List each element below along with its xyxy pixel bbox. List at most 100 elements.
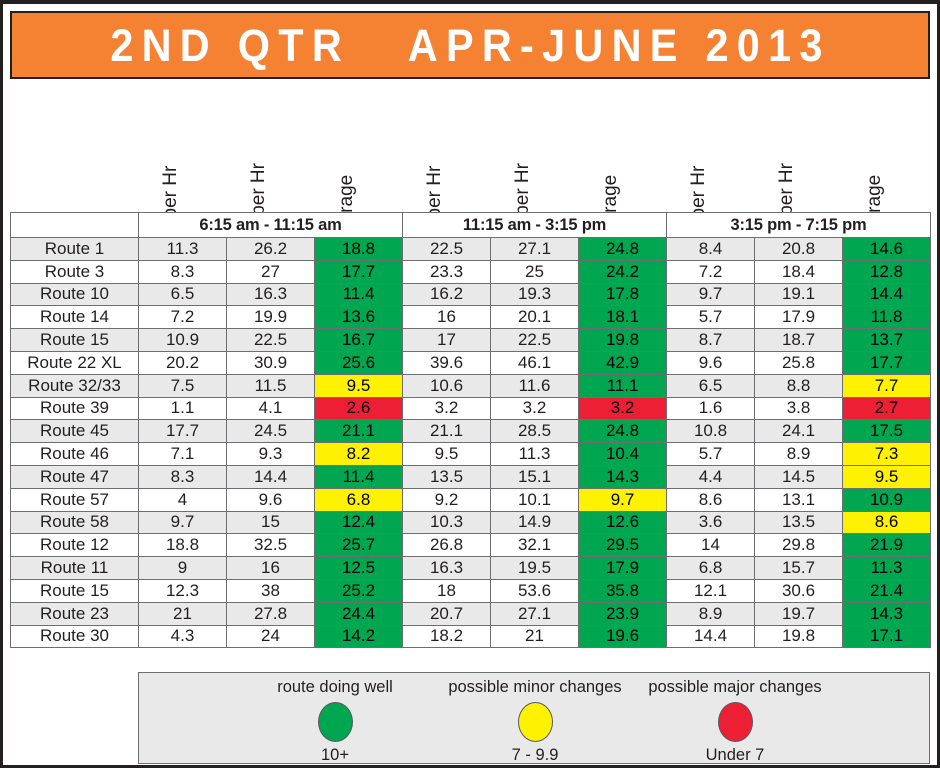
min-cell-band-3: 7.2: [666, 259, 756, 284]
average-cell-band-1: 16.7: [314, 328, 403, 352]
min-cell-band-3: 8.7: [666, 328, 756, 352]
table-row: Route 14 7.2 19.9 13.6 16 20.1 18.1 5.7 17.9 11.8: [10, 305, 932, 330]
average-cell-band-3: 17.7: [842, 350, 932, 375]
min-cell-band-1: 9.7: [138, 510, 227, 535]
average-cell-band-3: 17.5: [842, 419, 932, 444]
max-cell-band-3: 13.1: [754, 487, 844, 512]
table-row: Route 58 9.7 15 12.4 10.3 14.9 12.6 3.6 13.5 8.6: [10, 510, 932, 535]
vertical-header-min-2: Min per Hr: [402, 84, 490, 255]
max-cell-band-2: 25: [490, 259, 579, 284]
legend-title: route doing well: [277, 678, 393, 696]
min-cell-band-1: 20.2: [138, 350, 227, 375]
average-cell-band-1: 25.6: [314, 350, 403, 375]
average-cell-band-2: 9.7: [577, 487, 668, 512]
min-cell-band-3: 10.8: [666, 419, 756, 444]
average-cell-band-3: 17.1: [842, 624, 932, 649]
vertical-header-max-3: Max per Hr: [754, 84, 842, 257]
max-cell-band-2: 11.6: [490, 373, 579, 398]
min-cell-band-1: 4: [138, 487, 227, 512]
max-cell-band-3: 19.8: [754, 624, 844, 649]
route-name-cell: Route 10: [10, 282, 139, 307]
max-cell-band-2: 15.1: [490, 464, 579, 489]
legend-range: Under 7: [705, 746, 765, 764]
title-banner: 2ND QTR APR-JUNE 2013: [10, 11, 930, 79]
average-cell-band-3: 8.6: [842, 510, 932, 535]
max-cell-band-1: 9.3: [226, 442, 315, 466]
min-cell-band-3: 9.7: [666, 282, 756, 307]
legend-item-yellow: possible minor changes 7 - 9.9: [435, 673, 635, 765]
route-name-cell: Route 47: [10, 464, 139, 489]
vertical-header-average-3: Average: [842, 84, 930, 245]
max-cell-band-2: 10.1: [490, 487, 579, 512]
average-cell-band-3: 13.7: [842, 328, 932, 352]
average-cell-band-3: 12.8: [842, 259, 932, 284]
min-cell-band-2: 22.5: [402, 237, 491, 261]
average-cell-band-3: 9.5: [842, 464, 932, 489]
min-cell-band-2: 13.5: [402, 464, 491, 489]
average-cell-band-2: 14.3: [577, 464, 668, 489]
vertical-header-average-1: Average: [314, 84, 402, 245]
average-cell-band-1: 8.2: [314, 442, 403, 466]
min-cell-band-2: 9.2: [402, 487, 491, 512]
max-cell-band-2: 27.1: [490, 237, 579, 261]
max-cell-band-1: 32.5: [226, 533, 315, 558]
route-name-cell: Route 45: [10, 419, 139, 444]
min-cell-band-2: 20.7: [402, 601, 491, 626]
route-name-cell: Route 3: [10, 259, 139, 284]
max-cell-band-3: 30.6: [754, 578, 844, 603]
min-cell-band-2: 23.3: [402, 259, 491, 284]
average-cell-band-2: 19.8: [577, 328, 668, 352]
table-row: Route 39 1.1 4.1 2.6 3.2 3.2 3.2 1.6 3.8 2.7: [10, 396, 932, 421]
max-cell-band-1: 14.4: [226, 464, 315, 489]
min-cell-band-2: 16.3: [402, 556, 491, 580]
average-cell-band-3: 21.9: [842, 533, 932, 558]
min-cell-band-1: 21: [138, 601, 227, 626]
average-cell-band-2: 11.1: [577, 373, 668, 398]
min-cell-band-2: 10.6: [402, 373, 491, 398]
min-cell-band-1: 8.3: [138, 464, 227, 489]
average-cell-band-2: 35.8: [577, 578, 668, 603]
vertical-header-max-2: Max per Hr: [490, 84, 578, 257]
max-cell-band-2: 11.3: [490, 442, 579, 466]
min-cell-band-2: 3.2: [402, 396, 491, 421]
min-cell-band-1: 7.5: [138, 373, 227, 398]
table-row: Route 3 8.3 27 17.7 23.3 25 24.2 7.2 18.4 12.8: [10, 259, 932, 284]
max-cell-band-2: 20.1: [490, 305, 579, 330]
average-cell-band-1: 25.2: [314, 578, 403, 603]
min-cell-band-1: 7.2: [138, 305, 227, 330]
route-name-cell: Route 1: [10, 237, 139, 261]
max-cell-band-2: 14.9: [490, 510, 579, 535]
min-cell-band-1: 12.3: [138, 578, 227, 603]
min-cell-band-2: 26.8: [402, 533, 491, 558]
min-cell-band-2: 39.6: [402, 350, 491, 375]
max-cell-band-2: 21: [490, 624, 579, 649]
average-cell-band-3: 10.9: [842, 487, 932, 512]
max-cell-band-1: 24: [226, 624, 315, 649]
vertical-header-max-1: Max per Hr: [226, 84, 314, 257]
legend-item-green: route doing well 10+: [235, 673, 435, 765]
average-cell-band-1: 12.4: [314, 510, 403, 535]
max-cell-band-2: 3.2: [490, 396, 579, 421]
average-cell-band-3: 11.3: [842, 556, 932, 580]
route-name-cell: Route 23: [10, 601, 139, 626]
table-row: Route 22 XL 20.2 30.9 25.6 39.6 46.1 42.9 9.6 25…: [10, 350, 932, 375]
table-row: Route 11 9 16 12.5 16.3 19.5 17.9 6.8 15.7 11.3: [10, 556, 932, 580]
max-cell-band-3: 25.8: [754, 350, 844, 375]
table-row: Route 15 12.3 38 25.2 18 53.6 35.8 12.1 30.6 21.4: [10, 578, 932, 603]
average-cell-band-3: 14.4: [842, 282, 932, 307]
vertical-column-headers: Min per Hr Max per Hr Average Min per Hr…: [10, 84, 930, 257]
table-row: Route 10 6.5 16.3 11.4 16.2 19.3 17.8 9.7 19.1 14…: [10, 282, 932, 307]
max-cell-band-2: 27.1: [490, 601, 579, 626]
min-cell-band-2: 21.1: [402, 419, 491, 444]
min-cell-band-3: 14.4: [666, 624, 756, 649]
max-cell-band-1: 4.1: [226, 396, 315, 421]
route-name-cell: Route 46: [10, 442, 139, 466]
min-cell-band-3: 1.6: [666, 396, 756, 421]
vertical-header-min-3: Min per Hr: [666, 84, 754, 255]
average-cell-band-2: 18.1: [577, 305, 668, 330]
min-cell-band-3: 6.5: [666, 373, 756, 398]
average-cell-band-2: 29.5: [577, 533, 668, 558]
max-cell-band-2: 28.5: [490, 419, 579, 444]
legend-yellow-circle-icon: [517, 702, 553, 742]
